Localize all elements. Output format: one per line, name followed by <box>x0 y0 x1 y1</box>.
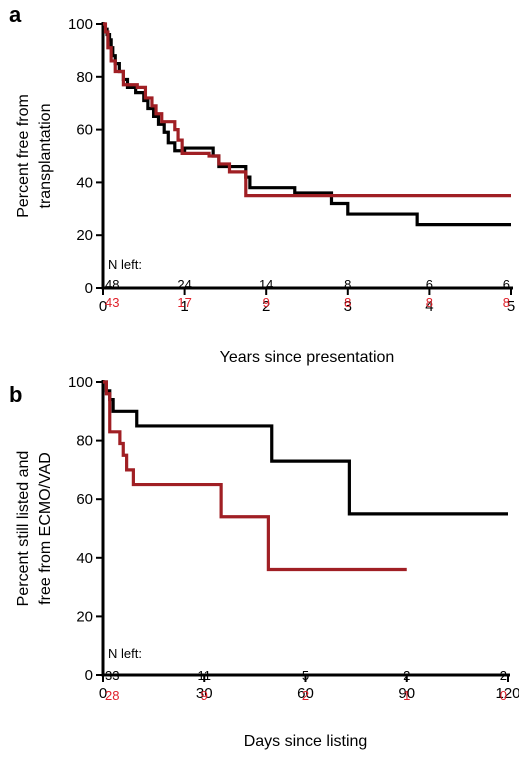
chart-panel-a: a 0 20 40 60 80 100 0 1 2 3 4 5 Years since presentat… <box>9 2 515 366</box>
y-tick-label: 80 <box>76 69 93 86</box>
x-tick-label: 60 <box>297 685 314 702</box>
n-left-value-black: 8 <box>344 277 351 292</box>
n-left-value-black: 2 <box>403 668 410 683</box>
y-tick-label: 60 <box>76 491 93 508</box>
x-axis-label: Days since listing <box>244 733 368 750</box>
y-axis-label: free from ECMO/VAD <box>37 452 54 605</box>
n-left-title: N left: <box>108 257 142 272</box>
y-axis-label: transplantation <box>37 104 54 209</box>
n-left-title: N left: <box>108 646 142 661</box>
n-left-value-red: 9 <box>201 688 208 703</box>
x-tick-label: 3 <box>344 298 352 315</box>
x-tick-label: 0 <box>99 298 107 315</box>
y-axis-label: Percent still listed and <box>15 451 32 607</box>
y-tick-label: 20 <box>76 608 93 625</box>
x-tick-label: 4 <box>425 298 433 315</box>
n-left-value-red: 17 <box>177 295 191 310</box>
panel-label: a <box>9 2 22 27</box>
n-left-value-red: 8 <box>426 295 433 310</box>
n-left-value-red: 0 <box>500 688 507 703</box>
y-tick-label: 80 <box>76 433 93 450</box>
panel-label: b <box>9 382 22 407</box>
x-axis-label: Years since presentation <box>220 349 395 366</box>
x-tick-label: 1 <box>180 298 188 315</box>
n-left-value-black: 33 <box>105 668 119 683</box>
x-tick-label: 5 <box>507 298 515 315</box>
x-tick-label: 120 <box>495 685 519 702</box>
y-tick-label: 40 <box>76 174 93 191</box>
y-tick-label: 100 <box>68 374 93 391</box>
n-left-value-red: 1 <box>403 688 410 703</box>
n-left-value-black: 14 <box>259 277 273 292</box>
survival-curve-red <box>103 22 511 198</box>
x-tick-label: 30 <box>196 685 213 702</box>
n-left-value-black: 11 <box>198 668 212 683</box>
survival-curve-red <box>103 380 407 572</box>
n-left-value-black: 24 <box>177 277 191 292</box>
x-tick-label: 90 <box>398 685 415 702</box>
y-tick-label: 60 <box>76 122 93 139</box>
n-left-value-red: 43 <box>105 295 119 310</box>
y-axis-label: Percent free from <box>15 94 32 218</box>
n-left-value-black: 6 <box>426 277 433 292</box>
survival-curve-black <box>103 380 508 516</box>
y-tick-label: 0 <box>85 667 93 684</box>
x-tick-label: 2 <box>262 298 270 315</box>
n-left-value-black: 48 <box>105 277 119 292</box>
n-left-value-black: 2 <box>500 668 507 683</box>
y-tick-label: 0 <box>85 280 93 297</box>
y-tick-label: 40 <box>76 550 93 567</box>
n-left-value-red: 8 <box>344 295 351 310</box>
n-left-value-red: 8 <box>503 295 510 310</box>
n-left-value-red: 28 <box>105 688 119 703</box>
x-tick-label: 0 <box>99 685 107 702</box>
n-left-value-red: 2 <box>302 688 309 703</box>
n-left-value-black: 5 <box>302 668 309 683</box>
n-left-value-black: 6 <box>503 277 510 292</box>
y-tick-label: 100 <box>68 16 93 33</box>
n-left-value-red: 9 <box>263 295 270 310</box>
y-tick-label: 20 <box>76 227 93 244</box>
